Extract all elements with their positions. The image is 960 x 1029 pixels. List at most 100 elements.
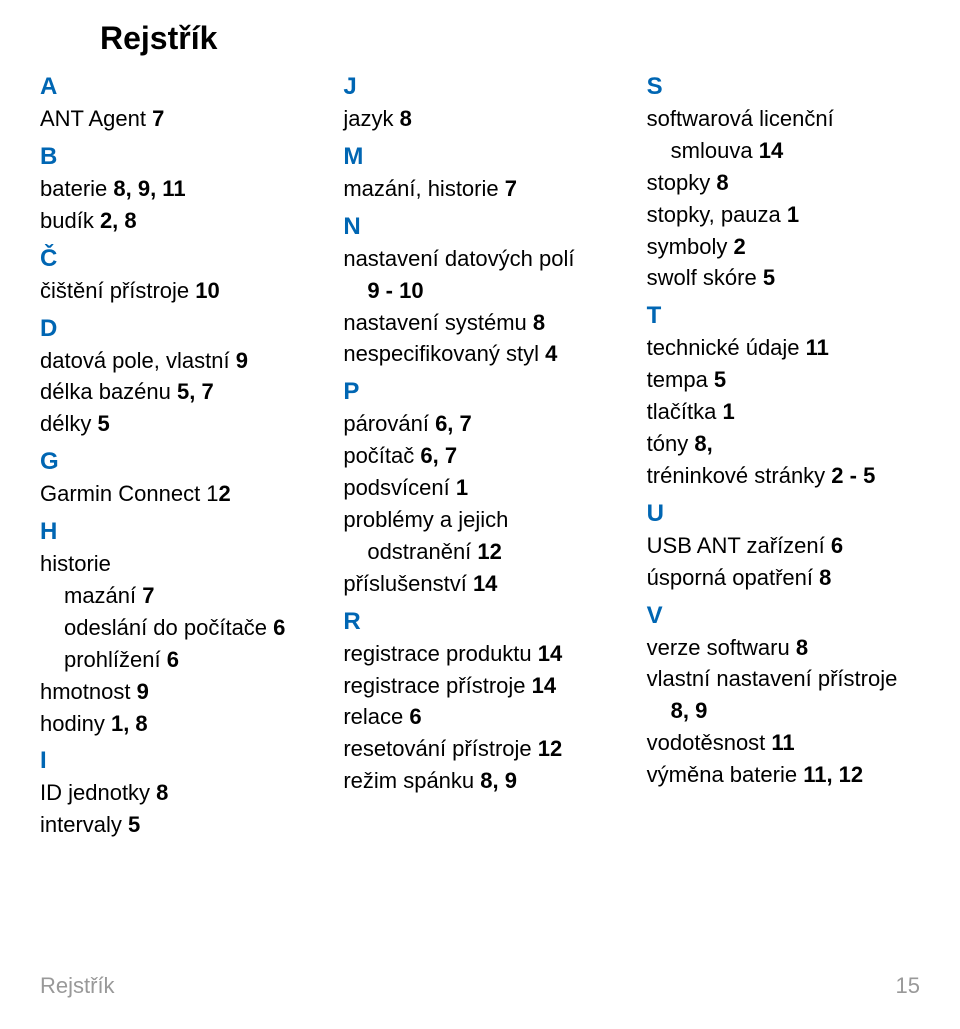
index-entry: výměna baterie 11, 12 xyxy=(647,759,920,791)
footer-label: Rejstřík xyxy=(40,973,115,999)
index-entry-text: příslušenství xyxy=(343,571,473,596)
index-entry: stopky 8 xyxy=(647,167,920,199)
index-entry-pages: 8 xyxy=(400,106,412,131)
index-entry-pages: 8 xyxy=(156,780,168,805)
index-entry-text: tlačítka xyxy=(647,399,723,424)
index-entry: úsporná opatření 8 xyxy=(647,562,920,594)
index-entry: baterie 8, 9, 11 xyxy=(40,173,313,205)
index-entry-text: budík xyxy=(40,208,100,233)
index-entry: prohlížení 6 xyxy=(64,644,313,676)
index-entry-text: jazyk xyxy=(343,106,399,131)
index-entry-text: baterie xyxy=(40,176,113,201)
index-entry: stopky, pauza 1 xyxy=(647,199,920,231)
index-entry: jazyk 8 xyxy=(343,103,616,135)
page-title: Rejstřík xyxy=(100,20,920,57)
index-entry: verze softwaru 8 xyxy=(647,632,920,664)
index-entry-pages: 7 xyxy=(152,106,164,131)
index-entry-pages: 10 xyxy=(195,278,219,303)
index-entry-pages: 8, 9 xyxy=(671,698,708,723)
index-entry-text: technické údaje xyxy=(647,335,806,360)
index-entry-text: intervaly xyxy=(40,812,128,837)
index-entry-pages: 6 xyxy=(831,533,843,558)
index-entry: relace 6 xyxy=(343,701,616,733)
index-entry-pages: 14 xyxy=(473,571,497,596)
index-letter: H xyxy=(40,518,313,546)
index-entry: symboly 2 xyxy=(647,231,920,263)
index-entry-text: čištění přístroje xyxy=(40,278,195,303)
index-entry: ANT Agent 7 xyxy=(40,103,313,135)
index-entry-pages: 2 xyxy=(733,234,745,259)
index-letter: J xyxy=(343,73,616,101)
index-letter: D xyxy=(40,315,313,343)
index-entry: softwarová licenční xyxy=(647,103,920,135)
index-entry-text: tempa xyxy=(647,367,714,392)
index-entry-text: hmotnost xyxy=(40,679,137,704)
index-entry-pages: 9 - 10 xyxy=(367,278,423,303)
index-entry: technické údaje 11 xyxy=(647,332,920,364)
index-entry-pages: 5 xyxy=(128,812,140,837)
index-entry-text: délky xyxy=(40,411,97,436)
index-entry-text: prohlížení xyxy=(64,647,167,672)
index-letter: Č xyxy=(40,245,313,273)
index-column: Ssoftwarová licenčnísmlouva 14stopky 8st… xyxy=(647,65,920,841)
index-entry-text: mazání xyxy=(64,583,142,608)
index-entry-text: Garmin Connect 1 xyxy=(40,481,219,506)
index-entry: budík 2, 8 xyxy=(40,205,313,237)
index-entry-pages: 14 xyxy=(532,673,556,698)
index-entry-text: vodotěsnost xyxy=(647,730,772,755)
index-entry-text: verze softwaru xyxy=(647,635,796,660)
index-entry: délka bazénu 5, 7 xyxy=(40,376,313,408)
index-entry-text: registrace produktu xyxy=(343,641,537,666)
index-letter: U xyxy=(647,500,920,528)
index-entry-text: symboly xyxy=(647,234,734,259)
index-entry-pages: 9 xyxy=(137,679,149,704)
page-footer: Rejstřík 15 xyxy=(40,973,920,999)
index-entry: hodiny 1, 8 xyxy=(40,708,313,740)
index-letter: B xyxy=(40,143,313,171)
index-entry-pages: 1 xyxy=(787,202,799,227)
index-entry-pages: 5 xyxy=(97,411,109,436)
index-letter: G xyxy=(40,448,313,476)
index-entry-pages: 1, 8 xyxy=(111,711,148,736)
index-entry: délky 5 xyxy=(40,408,313,440)
index-entry: mazání, historie 7 xyxy=(343,173,616,205)
index-entry-pages: 8 xyxy=(716,170,728,195)
index-entry-text: stopky, pauza xyxy=(647,202,787,227)
index-letter: R xyxy=(343,608,616,636)
index-entry: hmotnost 9 xyxy=(40,676,313,708)
index-entry-pages: 9 xyxy=(236,348,248,373)
index-entry-pages: 2, 8 xyxy=(100,208,137,233)
index-entry-text: výměna baterie xyxy=(647,762,804,787)
index-entry: resetování přístroje 12 xyxy=(343,733,616,765)
index-entry: registrace produktu 14 xyxy=(343,638,616,670)
index-entry: smlouva 14 xyxy=(671,135,920,167)
index-entry-pages: 12 xyxy=(538,736,562,761)
index-entry-text: nastavení datových polí xyxy=(343,246,574,271)
index-entry-pages: 6 xyxy=(167,647,179,672)
index-entry-text: úsporná opatření xyxy=(647,565,819,590)
index-entry-pages: 8 xyxy=(796,635,808,660)
index-entry-text: datová pole, vlastní xyxy=(40,348,236,373)
index-entry-text: smlouva xyxy=(671,138,759,163)
index-entry: párování 6, 7 xyxy=(343,408,616,440)
index-column: AANT Agent 7Bbaterie 8, 9, 11budík 2, 8Č… xyxy=(40,65,313,841)
index-letter: N xyxy=(343,213,616,241)
index-columns: AANT Agent 7Bbaterie 8, 9, 11budík 2, 8Č… xyxy=(40,65,920,841)
index-entry: příslušenství 14 xyxy=(343,568,616,600)
index-entry: nespecifikovaný styl 4 xyxy=(343,338,616,370)
index-entry: historie xyxy=(40,548,313,580)
index-entry-pages: 6 xyxy=(409,704,421,729)
index-entry: 8, 9 xyxy=(671,695,920,727)
index-entry-pages: 8, 9 xyxy=(480,768,517,793)
index-entry-text: ID jednotky xyxy=(40,780,156,805)
index-entry: swolf skóre 5 xyxy=(647,262,920,294)
index-entry: tempa 5 xyxy=(647,364,920,396)
index-entry-text: režim spánku xyxy=(343,768,480,793)
index-entry-text: počítač xyxy=(343,443,420,468)
index-entry-text: softwarová licenční xyxy=(647,106,834,131)
index-entry-text: swolf skóre xyxy=(647,265,763,290)
index-entry-text: registrace přístroje xyxy=(343,673,531,698)
index-entry-text: problémy a jejich xyxy=(343,507,508,532)
index-entry-pages: 4 xyxy=(545,341,557,366)
index-entry-text: vlastní nastavení přístroje xyxy=(647,666,898,691)
